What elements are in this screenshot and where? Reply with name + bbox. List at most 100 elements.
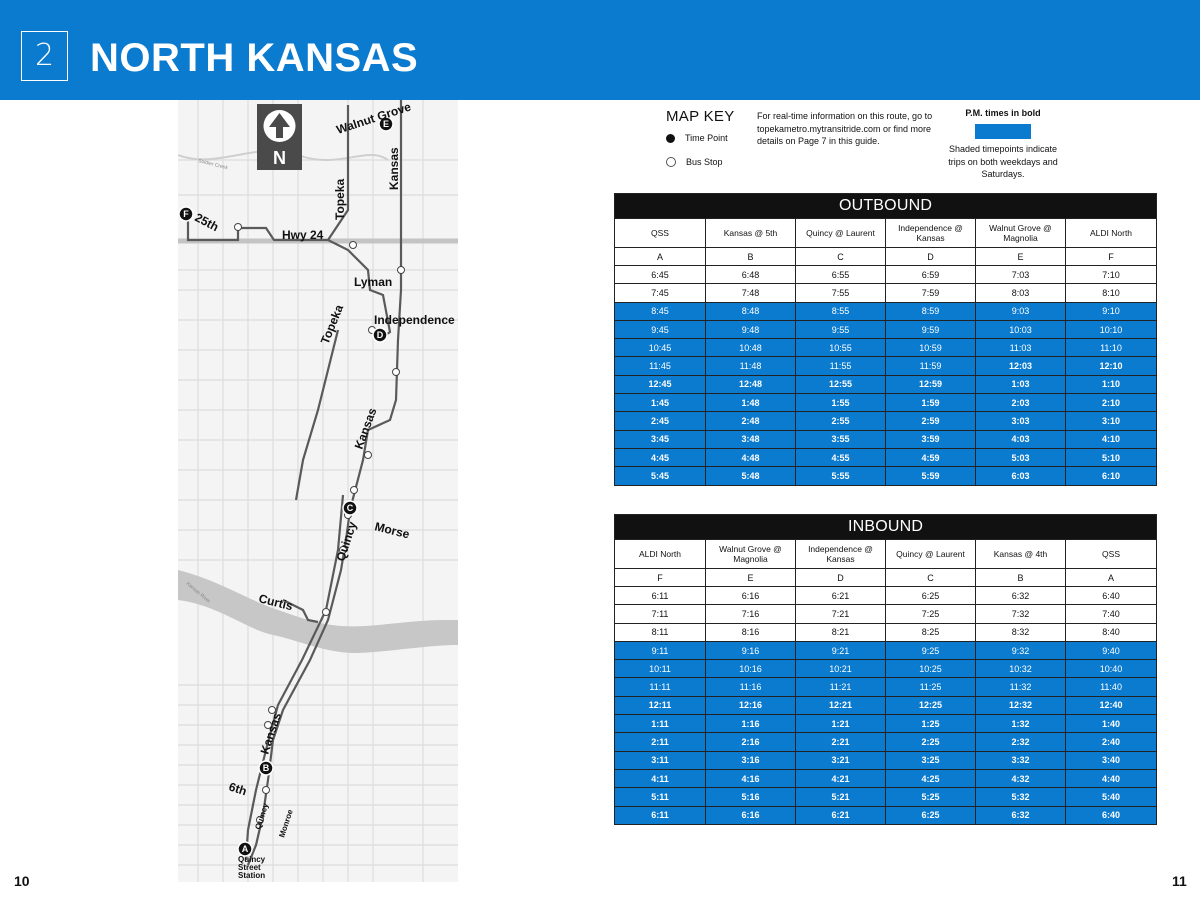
table-row: 10:11 10:16 10:21 10:25 10:32 10:40 — [614, 659, 1158, 679]
label-kansas-mid: Kansas — [352, 406, 380, 451]
time-cell: 12:45 — [614, 374, 706, 395]
time-cell: 12:59 — [885, 374, 976, 395]
table-row: 4:45 4:48 4:55 4:59 5:03 5:10 — [614, 447, 1158, 468]
time-cell: 12:25 — [885, 695, 976, 716]
time-cell: 3:25 — [885, 750, 976, 770]
bus-stops — [234, 223, 405, 824]
time-cell: 12:21 — [795, 695, 886, 716]
outbound-timepoint-letter: C — [795, 247, 886, 266]
outbound-timepoint-letter: E — [975, 247, 1066, 266]
time-cell: 2:48 — [705, 411, 796, 431]
page-number-right: 11 — [1172, 873, 1187, 889]
outbound-header-cell: QSS — [614, 218, 706, 248]
table-row: 5:45 5:48 5:55 5:59 6:03 6:10 — [614, 466, 1158, 486]
map-key-title: MAP KEY — [666, 108, 735, 125]
route-map-svg: E F D C B A N Walnut Grove Kansas Topeka… — [178, 100, 458, 882]
inbound-header-cell: QSS — [1064, 539, 1158, 569]
time-cell: 4:11 — [614, 768, 706, 789]
time-cell: 7:11 — [614, 604, 706, 624]
time-cell: 10:55 — [795, 338, 886, 358]
time-cell: 7:16 — [705, 604, 796, 624]
time-cell: 2:40 — [1064, 732, 1158, 752]
table-row: 11:45 11:48 11:55 11:59 12:03 12:10 — [614, 356, 1158, 376]
time-cell: 3:45 — [614, 429, 706, 449]
time-cell: 7:48 — [705, 283, 796, 303]
table-row: 3:11 3:16 3:21 3:25 3:32 3:40 — [614, 750, 1158, 770]
realtime-info: For real-time information on this route,… — [757, 111, 933, 146]
map-key: MAP KEY Time Point Bus Stop — [666, 108, 776, 167]
time-cell: 10:21 — [795, 659, 886, 679]
time-cell: 5:03 — [975, 447, 1066, 468]
time-cell: 2:55 — [795, 411, 886, 431]
time-cell: 2:11 — [614, 732, 706, 752]
table-row: 7:45 7:48 7:55 7:59 8:03 8:10 — [614, 283, 1158, 303]
outbound-header-cell: Quincy @ Laurent — [795, 218, 886, 248]
time-cell: 2:32 — [975, 732, 1066, 752]
label-topeka-mid: Topeka — [318, 302, 347, 346]
time-cell: 11:10 — [1064, 338, 1158, 358]
time-cell: 8:48 — [705, 301, 796, 321]
time-cell: 3:03 — [975, 411, 1066, 431]
table-row: 7:11 7:16 7:21 7:25 7:32 7:40 — [614, 604, 1158, 624]
time-cell: 11:32 — [975, 677, 1066, 697]
time-cell: 4:40 — [1064, 768, 1158, 789]
time-cell: 4:48 — [705, 447, 796, 468]
time-cell: 9:59 — [885, 319, 976, 340]
time-cell: 6:03 — [975, 466, 1066, 486]
outbound-table: OUTBOUND QSS Kansas @ 5th Quincy @ Laurent I… — [613, 193, 1158, 486]
table-row: 11:11 11:16 11:21 11:25 11:32 11:40 — [614, 677, 1158, 697]
time-cell: 11:03 — [975, 338, 1066, 358]
time-cell: 1:03 — [975, 374, 1066, 395]
timepoint-a-letter: A — [242, 844, 249, 854]
table-row: 8:45 8:48 8:55 8:59 9:03 9:10 — [614, 301, 1158, 321]
label-quincy-bottom: Quincy — [253, 802, 270, 831]
key-time-point-label: Time Point — [685, 133, 728, 143]
time-cell: 8:11 — [614, 622, 706, 642]
time-cell: 7:40 — [1064, 604, 1158, 624]
inbound-header-cell: Kansas @ 4th — [975, 539, 1066, 569]
timepoint-c-letter: C — [347, 503, 354, 513]
inbound-timepoint-letter: D — [795, 568, 886, 587]
time-cell: 4:32 — [975, 768, 1066, 789]
time-cell: 3:55 — [795, 429, 886, 449]
time-cell: 6:11 — [614, 585, 706, 606]
time-cell: 9:25 — [885, 640, 976, 661]
time-cell: 10:59 — [885, 338, 976, 358]
route-number-box: 2 — [21, 31, 68, 81]
time-cell: 9:55 — [795, 319, 886, 340]
time-cell: 8:32 — [975, 622, 1066, 642]
time-cell: 8:40 — [1064, 622, 1158, 642]
time-cell: 6:59 — [885, 264, 976, 285]
time-cell: 8:16 — [705, 622, 796, 642]
outbound-header-cell: Independence @ Kansas — [885, 218, 976, 248]
time-cell: 5:32 — [975, 787, 1066, 807]
label-lyman: Lyman — [354, 275, 392, 289]
time-cell: 7:55 — [795, 283, 886, 303]
time-cell: 12:03 — [975, 356, 1066, 376]
time-cell: 9:11 — [614, 640, 706, 661]
time-cell: 2:59 — [885, 411, 976, 431]
time-cell: 8:55 — [795, 301, 886, 321]
time-cell: 9:40 — [1064, 640, 1158, 661]
label-station-1: Quincy — [238, 855, 266, 864]
time-cell: 5:25 — [885, 787, 976, 807]
time-cell: 8:21 — [795, 622, 886, 642]
inbound-timepoint-letter: A — [1064, 568, 1158, 587]
time-cell: 7:32 — [975, 604, 1066, 624]
time-cell: 12:11 — [614, 695, 706, 716]
time-cell: 11:48 — [705, 356, 796, 376]
time-cell: 12:48 — [705, 374, 796, 395]
street-grid — [178, 100, 458, 882]
time-cell: 11:25 — [885, 677, 976, 697]
north-arrow: N — [257, 104, 302, 170]
time-cell: 6:21 — [795, 805, 886, 825]
north-arrow-icon — [269, 113, 290, 138]
outbound-header-cell: Walnut Grove @ Magnolia — [975, 218, 1066, 248]
time-cell: 6:21 — [795, 585, 886, 606]
time-cell: 1:55 — [795, 393, 886, 413]
time-cell: 6:55 — [795, 264, 886, 285]
time-cell: 5:45 — [614, 466, 706, 486]
label-monroe: Monroe — [277, 808, 295, 839]
time-cell: 1:40 — [1064, 714, 1158, 734]
time-cell: 6:25 — [885, 805, 976, 825]
